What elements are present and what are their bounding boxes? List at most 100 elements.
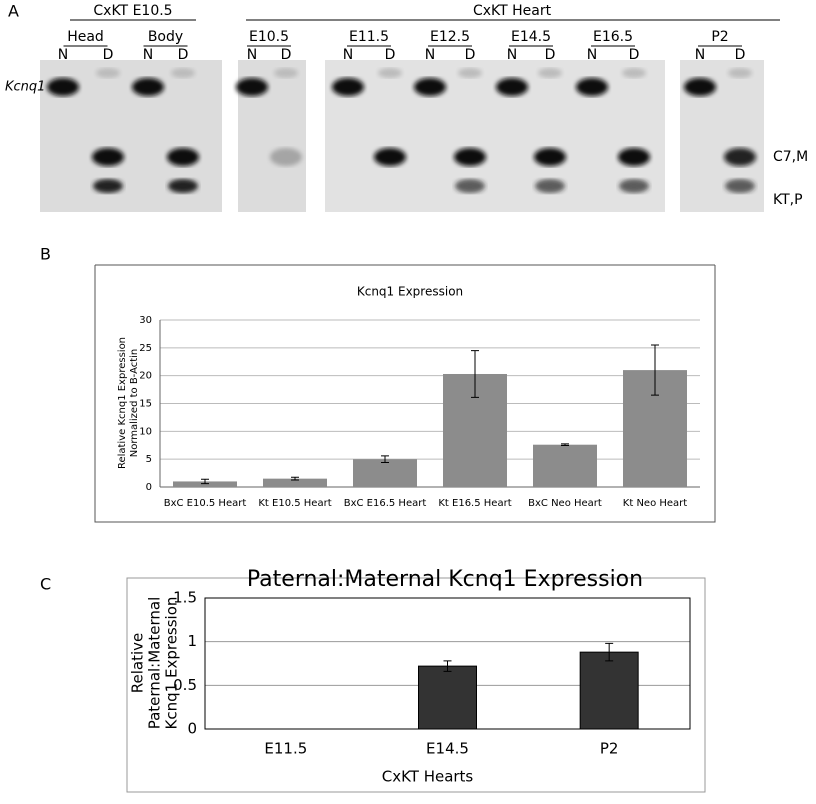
- band: [728, 68, 752, 78]
- band-label: KT,P: [773, 192, 803, 208]
- y-axis-label: Relative: [129, 633, 147, 694]
- group-label: Body: [148, 29, 183, 45]
- lane-label: D: [178, 47, 189, 63]
- band: [270, 148, 302, 166]
- band: [96, 68, 120, 78]
- lane-label: D: [629, 47, 640, 63]
- panel-label: A: [8, 2, 19, 21]
- lane-label: N: [143, 47, 153, 63]
- y-axis-label: Paternal:Maternal: [146, 597, 164, 730]
- y-tick-label: 1.5: [173, 589, 197, 607]
- band: [619, 179, 649, 193]
- lane-label: N: [587, 47, 597, 63]
- y-tick-label: 0.5: [173, 676, 197, 694]
- y-tick-label: 0: [146, 482, 152, 493]
- band: [236, 78, 268, 96]
- band: [725, 179, 755, 193]
- lane-label: N: [58, 47, 68, 63]
- y-tick-label: 20: [139, 371, 152, 382]
- error-bar: [201, 478, 209, 485]
- band: [458, 68, 482, 78]
- gel-strip: [325, 60, 665, 212]
- band-label: C7,M: [773, 149, 808, 165]
- lane-label: D: [735, 47, 746, 63]
- band: [496, 78, 528, 96]
- band: [167, 148, 199, 166]
- y-tick-label: 0: [187, 720, 197, 738]
- panel-label: B: [40, 245, 51, 264]
- lane-label: N: [343, 47, 353, 63]
- group-label: Head: [67, 29, 104, 45]
- panel-frame: [126, 577, 706, 793]
- band: [684, 78, 716, 96]
- x-tick-label: E11.5: [264, 740, 307, 758]
- band: [535, 179, 565, 193]
- group-label: E16.5: [593, 29, 633, 45]
- group-label: E10.5: [249, 29, 289, 45]
- band: [168, 179, 198, 193]
- lane-label: D: [545, 47, 556, 63]
- bar: [579, 651, 639, 730]
- lane-label: N: [247, 47, 257, 63]
- band: [724, 148, 756, 166]
- bar: [353, 459, 417, 487]
- band: [454, 148, 486, 166]
- band: [332, 78, 364, 96]
- band: [414, 78, 446, 96]
- band: [171, 68, 195, 78]
- bar: [173, 481, 237, 487]
- band: [534, 148, 566, 166]
- error-bar: [651, 344, 659, 396]
- error-bar: [471, 350, 479, 398]
- band: [538, 68, 562, 78]
- y-axis-label: Relative Kcnq1 Expression: [117, 337, 128, 469]
- bar: [418, 665, 477, 730]
- lane-label: D: [465, 47, 476, 63]
- lane-label: N: [507, 47, 517, 63]
- y-tick-label: 5: [146, 454, 152, 465]
- lane-label: N: [425, 47, 435, 63]
- x-tick-label: P2: [600, 740, 619, 758]
- panel-frame: [94, 264, 716, 523]
- panel-label: C: [40, 575, 51, 594]
- y-axis-label: Kcnq1 Expression: [163, 597, 181, 730]
- bar: [263, 478, 327, 487]
- lane-label: D: [385, 47, 396, 63]
- group-label: E12.5: [430, 29, 470, 45]
- lane-label: D: [281, 47, 292, 63]
- error-bar: [291, 476, 299, 481]
- band: [47, 78, 79, 96]
- gel-header: CxKT Heart: [473, 3, 552, 19]
- band: [132, 78, 164, 96]
- x-tick-label: Kt E16.5 Heart: [438, 498, 511, 509]
- band: [455, 179, 485, 193]
- chart-title: Kcnq1 Expression: [357, 285, 463, 299]
- error-bar: [443, 660, 452, 672]
- error-bar: [605, 642, 614, 662]
- band: [622, 68, 646, 78]
- group-label: E11.5: [349, 29, 389, 45]
- band: [576, 78, 608, 96]
- y-axis-label: Normalized to B-Actin: [129, 349, 140, 458]
- gene-label: Kcnq1: [5, 80, 45, 95]
- x-tick-label: Kt E10.5 Heart: [258, 498, 331, 509]
- x-axis-label: CxKT Hearts: [382, 768, 474, 786]
- lane-label: D: [103, 47, 114, 63]
- bar: [533, 444, 597, 487]
- x-tick-label: E14.5: [426, 740, 469, 758]
- lane-label: N: [695, 47, 705, 63]
- error-bar: [381, 455, 389, 464]
- band: [618, 148, 650, 166]
- x-tick-label: BxC E16.5 Heart: [344, 498, 427, 509]
- y-tick-label: 15: [139, 399, 152, 410]
- gel-header: CxKT E10.5: [93, 3, 172, 19]
- band: [378, 68, 402, 78]
- y-tick-label: 25: [139, 343, 152, 354]
- y-tick-label: 1: [187, 632, 197, 650]
- group-label: P2: [711, 29, 728, 45]
- x-tick-label: BxC Neo Heart: [528, 498, 602, 509]
- error-bar: [561, 443, 569, 447]
- group-label: E14.5: [511, 29, 551, 45]
- y-tick-label: 10: [139, 426, 152, 437]
